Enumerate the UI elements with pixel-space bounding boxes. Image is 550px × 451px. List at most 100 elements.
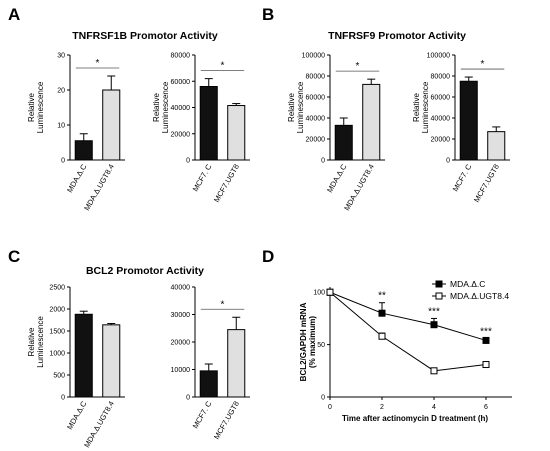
x-tick-label: 6: [484, 404, 488, 411]
y-tick-label: 40000: [431, 116, 451, 123]
y-tick-label: 2000: [49, 307, 65, 314]
significance-mark: ***: [428, 306, 440, 317]
legend-label: MDA.Δ.C: [450, 279, 485, 289]
data-point: [482, 336, 490, 344]
panel-letter-b: B: [262, 5, 274, 24]
y-tick-label: 100: [313, 290, 325, 297]
y-tick-label: 50: [317, 342, 325, 349]
line-chart: 0 50 100 0 2 4 6 Time after actinomycin D treat…: [299, 279, 512, 423]
data-point: [378, 332, 386, 340]
data-point: [378, 309, 386, 317]
y-tick-label: 40000: [171, 105, 191, 112]
x-tick-label: 0: [328, 404, 332, 411]
category-label: MDA.Δ.UGT8.4: [342, 163, 376, 213]
bar-chart-3: 0 20000 40000 60000 80000 100000 RelativeLumin…: [412, 53, 510, 204]
category-label: MDA.Δ.C: [65, 399, 89, 431]
bar-chart-4: 0 500 1000 1500 2000 2500 RelativeLuminescence…: [27, 285, 125, 450]
y-tick-label: 10: [57, 123, 65, 130]
bar-0: [74, 313, 93, 398]
y-tick-label: 10000: [171, 367, 191, 374]
significance-mark: *: [356, 61, 360, 72]
bar-0: [334, 124, 353, 161]
legend-label: MDA.Δ.UGT8.4: [450, 291, 509, 301]
panel-a-title: TNFRSF1B Promotor Activity: [72, 30, 218, 42]
category-label: MDA.Δ.UGT8.4: [82, 163, 116, 213]
category-label: MDA.Δ.UGT8.4: [82, 400, 116, 450]
y-tick-label: 0: [61, 158, 65, 165]
y-tick-label: 0: [321, 395, 325, 402]
y-tick-label: 60000: [431, 95, 451, 102]
bar-chart-1: 0 20000 40000 60000 80000 RelativeLuminescenc…: [152, 53, 250, 204]
y-axis-label: RelativeLuminescence: [152, 81, 170, 133]
data-point: [430, 367, 438, 375]
y-tick-label: 20000: [306, 137, 326, 144]
y-tick-label: 80000: [306, 74, 326, 81]
category-label: MDA.Δ.C: [325, 162, 349, 194]
series-line-0: [329, 291, 487, 341]
bar-chart-2: 0 20000 40000 60000 80000 100000 RelativeLumin…: [287, 53, 385, 213]
y-tick-label: 0: [186, 158, 190, 165]
significance-mark: ***: [480, 326, 492, 337]
data-point: [482, 361, 490, 369]
panel-letter-c: C: [8, 247, 20, 266]
y-tick-label: 1000: [49, 351, 65, 358]
y-tick-label: 1500: [49, 329, 65, 336]
y-tick-label: 0: [186, 395, 190, 402]
y-tick-label: 40000: [306, 116, 326, 123]
x-tick-label: 4: [432, 404, 436, 411]
data-point: [430, 321, 438, 329]
y-tick-label: 20000: [171, 340, 191, 347]
y-tick-label: 500: [53, 373, 65, 380]
panel-b-title: TNFRSF9 Promotor Activity: [328, 30, 466, 42]
y-axis-label: RelativeLuminescence: [287, 81, 305, 133]
category-label: MCF7.UGT8: [212, 163, 241, 204]
significance-mark: *: [221, 61, 225, 72]
significance-mark: **: [378, 291, 386, 302]
y-tick-label: 0: [61, 395, 65, 402]
y-tick-label: 0: [321, 158, 325, 165]
y-tick-label: 20: [57, 88, 65, 95]
bar-0: [199, 370, 218, 398]
y-tick-label: 100000: [427, 53, 450, 60]
category-label: MDA.Δ.C: [65, 162, 89, 194]
bar-1: [487, 131, 506, 161]
bar-0: [74, 140, 93, 161]
y-axis-label: RelativeLuminescence: [412, 81, 430, 133]
bar-0: [199, 86, 218, 161]
y-axis-label: RelativeLuminescence: [27, 316, 45, 368]
y-tick-label: 60000: [171, 79, 191, 86]
y-tick-label: 0: [446, 158, 450, 165]
y-tick-label: 20000: [171, 131, 191, 138]
y-tick-label: 2500: [49, 285, 65, 292]
category-label: MCF7.UGT8: [472, 163, 501, 204]
y-axis-label: BCL2/GAPDH mRNA(% maximum): [299, 302, 317, 381]
bar-1: [102, 324, 121, 398]
bar-chart-0: 0 10 20 30 RelativeLuminescence MDA.Δ.CMDA.Δ.…: [27, 53, 125, 213]
y-tick-label: 60000: [306, 95, 326, 102]
y-tick-label: 20000: [431, 137, 451, 144]
bar-1: [227, 105, 246, 161]
category-label: MCF7. C: [191, 162, 214, 193]
legend-marker: [435, 292, 443, 300]
y-tick-label: 80000: [171, 53, 191, 60]
data-point: [326, 288, 334, 296]
y-tick-label: 30000: [171, 312, 191, 319]
y-tick-label: 100000: [302, 53, 325, 60]
y-tick-label: 40000: [171, 285, 191, 292]
y-axis-label: RelativeLuminescence: [27, 81, 45, 133]
category-label: MCF7.UGT8: [212, 400, 241, 441]
bar-1: [362, 83, 381, 161]
category-label: MCF7. C: [191, 399, 214, 430]
bar-1: [102, 89, 121, 161]
series-line-1: [329, 291, 487, 372]
category-label: MCF7. C: [451, 162, 474, 193]
x-tick-label: 2: [380, 404, 384, 411]
bar-0: [459, 80, 478, 161]
panel-letter-d: D: [262, 247, 274, 266]
x-axis-label: Time after actinomycin D treatment (h): [342, 414, 488, 423]
significance-mark: *: [221, 299, 225, 310]
y-tick-label: 30: [57, 53, 65, 60]
significance-mark: *: [96, 58, 100, 69]
